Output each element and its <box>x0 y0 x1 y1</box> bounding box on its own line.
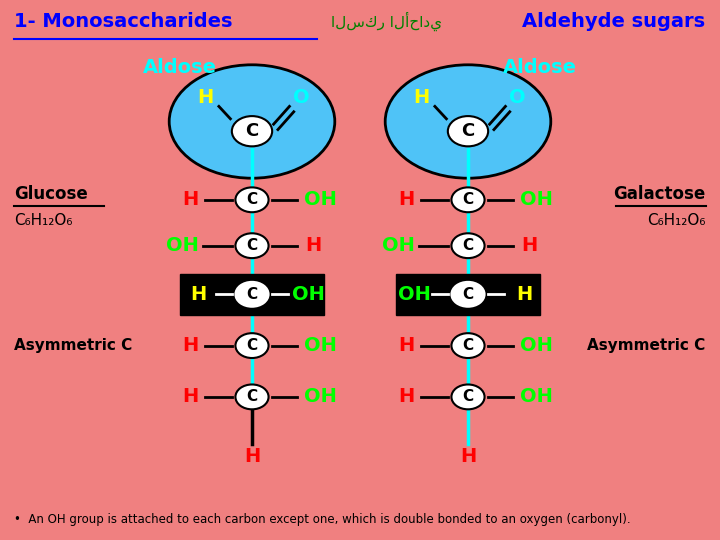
Text: C₆H₁₂O₆: C₆H₁₂O₆ <box>647 213 706 228</box>
Circle shape <box>235 333 269 358</box>
Text: C: C <box>246 389 258 404</box>
Text: C: C <box>462 389 474 404</box>
Text: H: H <box>399 387 415 407</box>
Ellipse shape <box>169 65 335 178</box>
Bar <box>396 274 540 314</box>
Ellipse shape <box>385 65 551 178</box>
Text: H: H <box>244 447 260 466</box>
Text: H: H <box>399 336 415 355</box>
Circle shape <box>451 384 485 409</box>
Text: H: H <box>399 190 415 210</box>
Text: OH: OH <box>397 285 431 304</box>
Circle shape <box>451 333 485 358</box>
Text: OH: OH <box>292 285 325 304</box>
Text: Aldehyde sugars: Aldehyde sugars <box>523 12 706 31</box>
Text: C: C <box>462 122 474 140</box>
Text: O: O <box>292 87 310 107</box>
Text: H: H <box>197 87 213 107</box>
Text: H: H <box>521 236 537 255</box>
Text: H: H <box>183 336 199 355</box>
Circle shape <box>235 282 269 307</box>
Text: OH: OH <box>304 336 337 355</box>
Text: H: H <box>413 87 429 107</box>
Text: Aldose: Aldose <box>143 58 217 77</box>
Text: C: C <box>462 287 474 302</box>
Text: OH: OH <box>520 190 553 210</box>
Text: C: C <box>246 338 258 353</box>
Text: Aldose: Aldose <box>503 58 577 77</box>
Text: Asymmetric C: Asymmetric C <box>14 338 132 353</box>
Text: C₆H₁₂O₆: C₆H₁₂O₆ <box>14 213 73 228</box>
Circle shape <box>451 282 485 307</box>
Text: OH: OH <box>520 336 553 355</box>
Text: C: C <box>246 238 258 253</box>
Circle shape <box>235 187 269 212</box>
Circle shape <box>235 384 269 409</box>
Text: C: C <box>462 338 474 353</box>
Bar <box>180 274 324 314</box>
Text: H: H <box>183 190 199 210</box>
Text: O: O <box>508 87 526 107</box>
Text: C: C <box>462 238 474 253</box>
Circle shape <box>451 233 485 258</box>
Text: H: H <box>516 285 532 304</box>
Text: C: C <box>246 287 258 302</box>
Text: H: H <box>460 447 476 466</box>
Text: 1- Monosaccharides: 1- Monosaccharides <box>14 12 233 31</box>
Text: H: H <box>190 285 206 304</box>
Text: Galactose: Galactose <box>613 185 706 204</box>
Text: OH: OH <box>304 387 337 407</box>
Text: H: H <box>183 387 199 407</box>
Text: C: C <box>246 192 258 207</box>
Text: OH: OH <box>166 236 199 255</box>
Text: Glucose: Glucose <box>14 185 88 204</box>
Text: C: C <box>246 122 258 140</box>
Circle shape <box>448 116 488 146</box>
Circle shape <box>235 233 269 258</box>
Text: السكر الأحادي: السكر الأحادي <box>331 12 442 31</box>
Text: OH: OH <box>382 236 415 255</box>
Text: OH: OH <box>520 387 553 407</box>
Text: OH: OH <box>304 190 337 210</box>
Circle shape <box>232 116 272 146</box>
Text: Asymmetric C: Asymmetric C <box>588 338 706 353</box>
Text: H: H <box>305 236 321 255</box>
Text: •  An OH group is attached to each carbon except one, which is double bonded to : • An OH group is attached to each carbon… <box>14 513 631 526</box>
Circle shape <box>451 187 485 212</box>
Text: C: C <box>462 192 474 207</box>
